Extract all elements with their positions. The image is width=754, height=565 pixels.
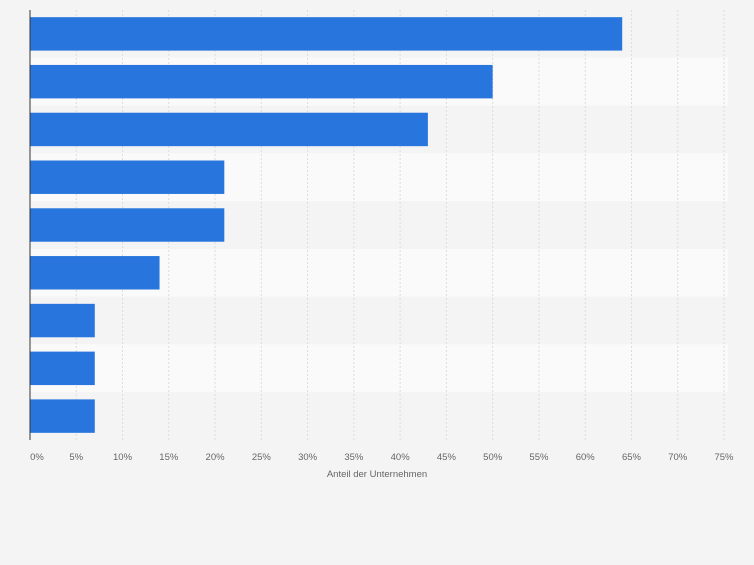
bar[interactable] xyxy=(30,208,225,242)
x-tick-label: 65% xyxy=(622,452,642,463)
row-band xyxy=(30,392,728,440)
bar[interactable] xyxy=(30,160,225,194)
x-tick-label: 45% xyxy=(437,452,457,463)
x-tick-label: 20% xyxy=(206,452,226,463)
x-tick-label: 35% xyxy=(344,452,364,463)
x-tick-label: 5% xyxy=(69,452,83,463)
bars xyxy=(30,17,623,433)
row-band xyxy=(30,296,728,345)
x-tick-label: 30% xyxy=(298,452,318,463)
x-tick-label: 0% xyxy=(30,452,44,463)
x-tick-label: 25% xyxy=(252,452,272,463)
x-tick-label: 40% xyxy=(391,452,411,463)
bar[interactable] xyxy=(30,303,95,338)
bar[interactable] xyxy=(30,399,95,433)
bar[interactable] xyxy=(30,351,95,386)
x-tick-label: 70% xyxy=(668,452,688,463)
x-axis-label: Anteil der Unternehmen xyxy=(327,469,427,480)
x-tick-label: 75% xyxy=(714,452,734,463)
x-tick-label: 60% xyxy=(576,452,596,463)
x-tick-label: 15% xyxy=(159,452,179,463)
x-tick-label: 55% xyxy=(529,452,549,463)
bar[interactable] xyxy=(30,17,623,51)
x-tick-label: 10% xyxy=(113,452,133,463)
row-band xyxy=(30,344,728,393)
bar[interactable] xyxy=(30,256,160,290)
bar[interactable] xyxy=(30,64,493,99)
x-tick-labels: 0% 5% 10% 15% 20% 25% 30% 35% 40% 45% 50% 55% 60% 65%… xyxy=(30,452,734,463)
x-tick-label: 50% xyxy=(483,452,503,463)
bar[interactable] xyxy=(30,112,428,147)
